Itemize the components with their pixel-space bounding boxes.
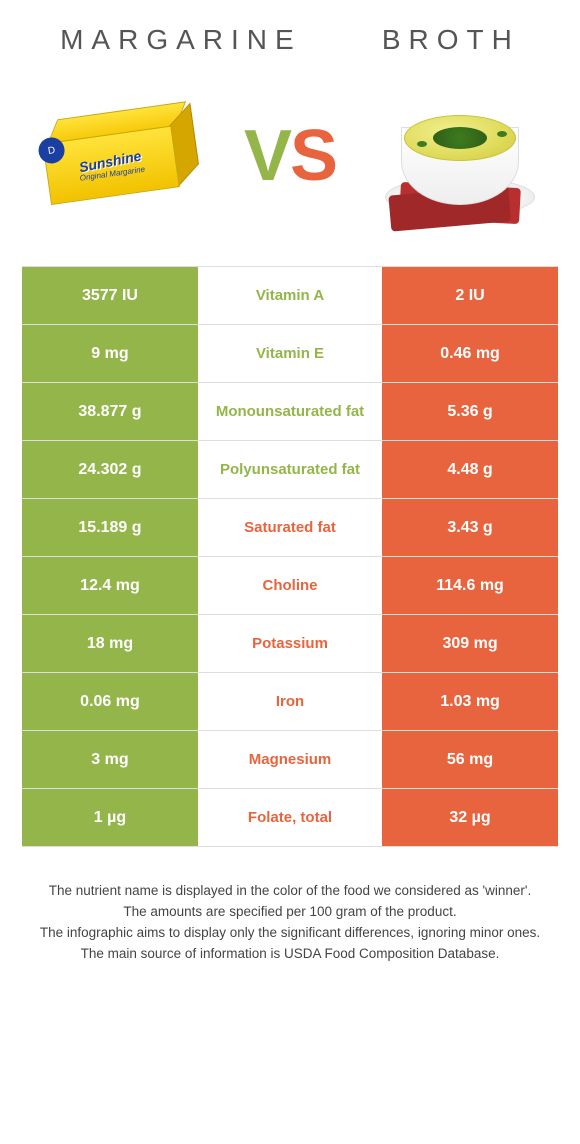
right-value-cell: 2 IU [382, 267, 558, 324]
table-row: 9 mgVitamin E0.46 mg [22, 325, 558, 383]
margarine-icon: D Sunshine Original Margarine [39, 101, 200, 211]
table-row: 1 µgFolate, total32 µg [22, 789, 558, 847]
nutrient-name-cell: Polyunsaturated fat [198, 441, 382, 498]
footnote-line: The main source of information is USDA F… [30, 944, 550, 965]
nutrient-name-cell: Vitamin A [198, 267, 382, 324]
right-value-cell: 5.36 g [382, 383, 558, 440]
nutrient-name-cell: Folate, total [198, 789, 382, 846]
right-value-cell: 1.03 mg [382, 673, 558, 730]
table-row: 38.877 gMonounsaturated fat5.36 g [22, 383, 558, 441]
left-value-cell: 3577 IU [22, 267, 198, 324]
right-value-cell: 4.48 g [382, 441, 558, 498]
right-food-image [380, 76, 540, 236]
nutrient-name-cell: Monounsaturated fat [198, 383, 382, 440]
table-row: 24.302 gPolyunsaturated fat4.48 g [22, 441, 558, 499]
nutrient-name-cell: Vitamin E [198, 325, 382, 382]
footnote-line: The amounts are specified per 100 gram o… [30, 902, 550, 923]
left-value-cell: 15.189 g [22, 499, 198, 556]
nutrient-name-cell: Potassium [198, 615, 382, 672]
nutrient-name-cell: Magnesium [198, 731, 382, 788]
nutrient-table: 3577 IUVitamin A2 IU9 mgVitamin E0.46 mg… [22, 266, 558, 847]
nutrient-name-cell: Choline [198, 557, 382, 614]
left-value-cell: 12.4 mg [22, 557, 198, 614]
nutrient-name-cell: Saturated fat [198, 499, 382, 556]
right-value-cell: 0.46 mg [382, 325, 558, 382]
vs-label: VS [244, 115, 336, 197]
right-value-cell: 56 mg [382, 731, 558, 788]
right-value-cell: 32 µg [382, 789, 558, 846]
table-row: 3 mgMagnesium56 mg [22, 731, 558, 789]
right-value-cell: 114.6 mg [382, 557, 558, 614]
header-row: Margarine Broth [0, 0, 580, 66]
right-value-cell: 3.43 g [382, 499, 558, 556]
left-food-image: D Sunshine Original Margarine [40, 76, 200, 236]
table-row: 18 mgPotassium309 mg [22, 615, 558, 673]
nutrient-name-cell: Iron [198, 673, 382, 730]
left-value-cell: 3 mg [22, 731, 198, 788]
broth-icon [380, 81, 540, 231]
right-value-cell: 309 mg [382, 615, 558, 672]
images-row: D Sunshine Original Margarine VS [0, 66, 580, 266]
footnote-line: The nutrient name is displayed in the co… [30, 881, 550, 902]
left-value-cell: 1 µg [22, 789, 198, 846]
right-food-title: Broth [382, 24, 520, 56]
left-value-cell: 0.06 mg [22, 673, 198, 730]
footnotes: The nutrient name is displayed in the co… [30, 881, 550, 965]
table-row: 15.189 gSaturated fat3.43 g [22, 499, 558, 557]
left-value-cell: 9 mg [22, 325, 198, 382]
table-row: 0.06 mgIron1.03 mg [22, 673, 558, 731]
table-row: 3577 IUVitamin A2 IU [22, 267, 558, 325]
left-value-cell: 24.302 g [22, 441, 198, 498]
left-value-cell: 18 mg [22, 615, 198, 672]
footnote-line: The infographic aims to display only the… [30, 923, 550, 944]
table-row: 12.4 mgCholine114.6 mg [22, 557, 558, 615]
left-food-title: Margarine [60, 24, 302, 56]
left-value-cell: 38.877 g [22, 383, 198, 440]
